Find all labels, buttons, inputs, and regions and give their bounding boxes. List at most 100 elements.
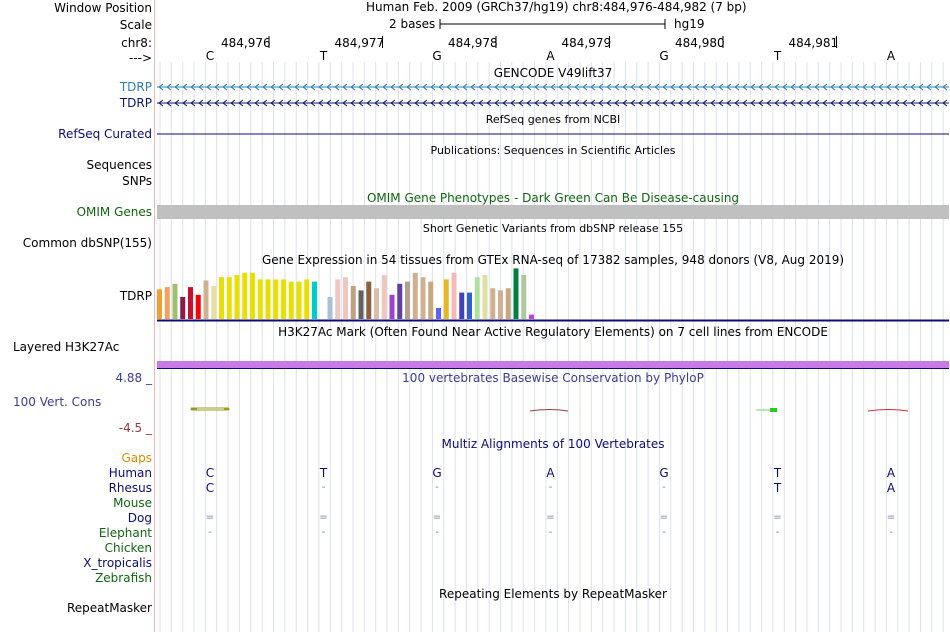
scale-label: Scale [119, 18, 152, 32]
dbsnp-title: Short Genetic Variants from dbSNP releas… [422, 222, 684, 235]
species-label-rhesus[interactable]: Rhesus [108, 481, 152, 495]
phylop-mark [770, 408, 777, 412]
ruler-tick-label: 484,978 [448, 36, 498, 50]
gtex-bar [482, 275, 488, 319]
h3k27ac-label[interactable]: Layered H3K27Ac [13, 340, 120, 354]
phylop-max-label: 4.88 _ [115, 371, 152, 385]
alignment-base: - [548, 527, 553, 538]
alignment-base: - [662, 482, 666, 493]
gtex-bar [327, 297, 333, 319]
gtex-bar [273, 279, 279, 319]
h3k27ac-title: H3K27Ac Mark (Often Found Near Active Re… [278, 325, 828, 339]
repeatmasker-label[interactable]: RepeatMasker [66, 601, 152, 615]
gtex-bar [420, 277, 426, 319]
phylop-title: 100 vertebrates Basewise Conservation by… [402, 371, 704, 385]
species-label-chicken[interactable]: Chicken [104, 541, 152, 555]
species-label-elephant[interactable]: Elephant [98, 526, 152, 540]
alignment-base: = [886, 512, 896, 523]
ruler-tick-label: 484,979 [561, 36, 612, 50]
ruler-base: G [432, 49, 442, 63]
gtex-bar [505, 288, 511, 319]
gtex-bar [397, 283, 403, 319]
phylop-min-label: -4.5 _ [118, 421, 152, 435]
species-label-mouse[interactable]: Mouse [113, 496, 152, 510]
species-label-gaps[interactable]: Gaps [121, 451, 152, 465]
species-label-human[interactable]: Human [108, 466, 152, 480]
omim-title: OMIM Gene Phenotypes - Dark Green Can Be… [366, 191, 740, 205]
publications-label-sequences[interactable]: Sequences [86, 158, 152, 172]
gencode-label-2[interactable]: TDRP [119, 96, 152, 110]
gtex-label[interactable]: TDRP [119, 289, 152, 303]
alignment-base: G [432, 466, 442, 480]
alignment-base: = [205, 512, 215, 523]
repeatmasker-title: Repeating Elements by RepeatMasker [439, 587, 667, 601]
gtex-title: Gene Expression in 54 tissues from GTEx … [261, 253, 845, 267]
gtex-bar [498, 290, 503, 319]
alignment-base: - [775, 527, 780, 538]
refseq-label[interactable]: RefSeq Curated [58, 127, 152, 141]
gtex-bar [226, 277, 232, 319]
alignment-base: C [205, 481, 215, 495]
gtex-bar [521, 275, 527, 319]
gtex-bar [203, 280, 209, 319]
ruler-base: A [546, 49, 555, 63]
gencode-transcript-1-chevrons [158, 83, 948, 91]
omim-bar [157, 205, 949, 219]
species-label-dog[interactable]: Dog [127, 511, 152, 525]
alignment-base: - [435, 482, 439, 493]
gtex-bar [234, 275, 240, 319]
gtex-bar [211, 286, 217, 319]
alignment-base: - [208, 527, 212, 538]
ruler-tick-label: 484,977 [334, 36, 385, 50]
alignment-base: G [659, 466, 669, 480]
phylop-mark [756, 409, 772, 411]
alignment-base: = [432, 512, 442, 523]
gtex-bar [443, 279, 449, 319]
gtex-bar [164, 287, 170, 319]
publications-label-snps[interactable]: SNPs [122, 174, 152, 188]
gtex-bar [195, 294, 201, 319]
gtex-bar [374, 288, 379, 319]
alignment-base: T [773, 466, 782, 480]
ruler-base: T [773, 49, 782, 63]
species-label-zebrafish[interactable]: Zebrafish [95, 571, 152, 585]
gtex-bar [436, 308, 441, 319]
dbsnp-label[interactable]: Common dbSNP(155) [22, 236, 152, 250]
window-position-label: Window Position [54, 1, 152, 15]
gtex-bar [412, 272, 418, 319]
gtex-bar [296, 281, 302, 319]
alignment-base: = [773, 512, 782, 523]
position-text: Human Feb. 2009 (GRCh37/hg19) chr8:484,9… [366, 0, 747, 14]
gtex-bar [358, 290, 364, 319]
gtex-bar [389, 294, 395, 319]
label-separator [154, 0, 155, 632]
alignment-base: = [319, 512, 328, 523]
gencode-title: GENCODE V49lift37 [493, 66, 613, 80]
gtex-bar [451, 272, 457, 319]
assembly-label: hg19 [674, 17, 705, 31]
gencode-label-1[interactable]: TDRP [119, 80, 152, 94]
gtex-bar [180, 297, 186, 319]
gtex-bar [405, 281, 410, 319]
ruler-tick-label: 484,981 [788, 36, 839, 50]
gtex-bar [250, 272, 255, 319]
ruler-base: T [319, 49, 328, 63]
gtex-bar [474, 277, 480, 319]
gtex-bar [188, 287, 193, 319]
gtex-bar [312, 281, 317, 319]
phylop-label[interactable]: 100 Vert. Cons [13, 395, 102, 409]
alignment-base: - [321, 482, 326, 493]
gtex-bar [459, 292, 465, 319]
species-label-x_tropicalis[interactable]: X_tropicalis [83, 556, 152, 570]
alignment-base: - [889, 527, 893, 538]
alignment-base: - [548, 482, 553, 493]
gtex-bar [281, 279, 286, 319]
chrom-label: chr8: [121, 36, 152, 50]
gtex-bar [490, 288, 496, 319]
h3k27ac-band [157, 361, 949, 368]
alignment-base: = [546, 512, 555, 523]
omim-label[interactable]: OMIM Genes [76, 205, 152, 219]
gtex-bar [343, 277, 348, 319]
gtex-bar [219, 277, 224, 319]
